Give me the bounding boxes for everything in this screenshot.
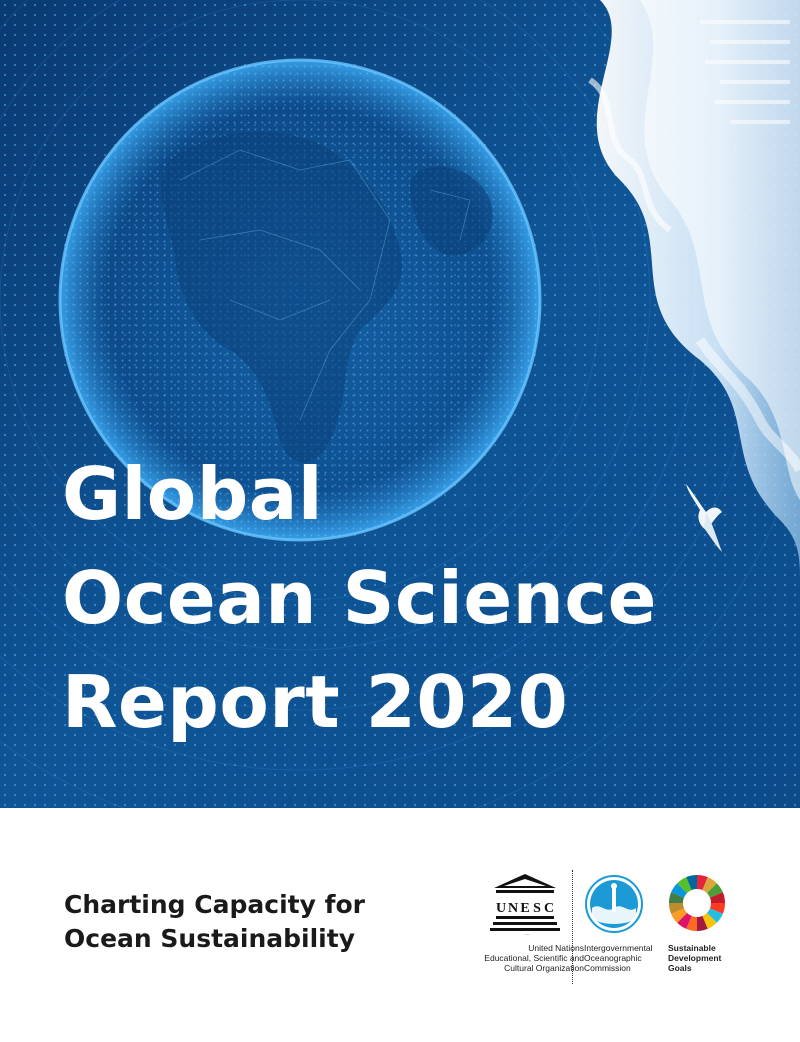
subtitle-line-1: Charting Capacity for — [64, 890, 365, 919]
ioc-emblem-icon — [585, 875, 643, 933]
sdg-name-line: Goals — [668, 963, 692, 973]
ioc-name-line: Commission — [584, 963, 631, 973]
unesco-name: United Nations Educational, Scientific a… — [484, 943, 584, 973]
unesco-temple-logo-icon: U N E S C UNESCO — [490, 874, 560, 936]
svg-text:UNESCO: UNESCO — [525, 934, 530, 936]
unesco-name-line: United Nations — [528, 943, 584, 953]
subtitle-line-2: Ocean Sustainability — [64, 924, 355, 953]
sdg-wheel-icon — [668, 874, 726, 932]
partner-logos: U N E S C UNESCO United Nations Educatio… — [440, 864, 760, 988]
cover-footer: Charting Capacity for Ocean Sustainabili… — [0, 808, 800, 1042]
title-line-2: Ocean Science — [62, 556, 657, 640]
svg-text:U: U — [496, 901, 506, 916]
seagull-icon — [686, 484, 722, 552]
cover-subtitle: Charting Capacity for Ocean Sustainabili… — [64, 888, 365, 956]
svg-text:C: C — [544, 901, 554, 916]
cover-title: Global Ocean Science Report 2020 — [62, 442, 657, 754]
unesco-name-line: Educational, Scientific and — [484, 953, 584, 963]
logo-divider — [572, 870, 573, 984]
ioc-name-line: Intergovernmental — [584, 943, 653, 953]
svg-text:S: S — [533, 901, 541, 916]
sdg-name: Sustainable Development Goals — [668, 943, 721, 973]
title-line-3: Report 2020 — [62, 660, 569, 744]
svg-text:N: N — [508, 901, 518, 916]
title-line-1: Global — [62, 452, 324, 536]
unesco-name-line: Cultural Organization — [504, 963, 584, 973]
ioc-name-line: Oceanographic — [584, 953, 642, 963]
sdg-name-line: Development — [668, 953, 722, 963]
cover-image: Global Ocean Science Report 2020 — [0, 0, 800, 808]
svg-text:E: E — [520, 901, 529, 916]
ioc-name: Intergovernmental Oceanographic Commissi… — [584, 943, 653, 973]
ocean-globe-illustration — [0, 0, 800, 808]
sdg-name-line: Sustainable — [668, 943, 716, 953]
